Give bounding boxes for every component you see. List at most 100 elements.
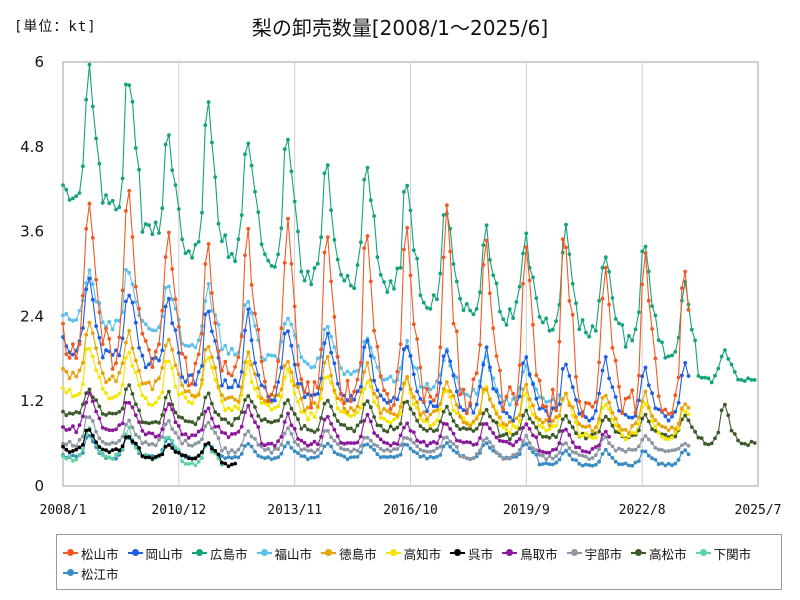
data-point <box>587 457 592 461</box>
data-point <box>110 327 115 332</box>
data-point <box>289 446 294 450</box>
data-point <box>61 441 65 446</box>
data-point <box>527 441 532 445</box>
data-point <box>137 408 142 413</box>
data-point <box>352 286 357 291</box>
data-point <box>259 441 264 446</box>
data-point <box>289 370 294 374</box>
data-point <box>534 425 539 430</box>
data-point <box>448 395 453 399</box>
data-point <box>147 431 151 435</box>
data-point <box>570 425 575 430</box>
data-point <box>388 420 393 425</box>
data-point <box>749 439 754 444</box>
data-point <box>180 432 185 437</box>
data-point <box>435 297 439 302</box>
data-point <box>372 447 376 452</box>
data-point <box>627 431 631 435</box>
data-point <box>683 413 688 418</box>
legend-item: 高松市 <box>631 543 687 563</box>
data-point <box>272 444 277 448</box>
data-point <box>127 350 132 355</box>
data-point <box>554 435 558 439</box>
y-tick-label: 0 <box>34 477 44 495</box>
data-point <box>478 290 482 295</box>
data-point <box>84 428 89 433</box>
data-point <box>388 443 393 448</box>
data-point <box>531 382 535 387</box>
data-point <box>90 331 95 336</box>
data-point <box>534 452 539 457</box>
data-point <box>454 279 459 284</box>
data-point <box>653 457 658 462</box>
data-point <box>481 362 486 367</box>
data-point <box>133 284 138 289</box>
data-point <box>292 449 297 454</box>
data-point <box>686 412 691 416</box>
data-point <box>524 382 529 387</box>
data-point <box>365 442 370 447</box>
data-point <box>302 454 307 459</box>
data-point <box>544 450 549 455</box>
data-point <box>296 443 300 447</box>
data-point <box>306 457 310 462</box>
data-point <box>87 62 92 67</box>
data-point <box>223 233 228 238</box>
data-point <box>627 415 631 420</box>
data-point <box>157 421 161 425</box>
data-point <box>378 455 383 460</box>
data-point <box>124 82 128 87</box>
data-point <box>229 423 234 428</box>
data-point <box>408 353 413 358</box>
data-point <box>368 419 373 424</box>
data-point <box>663 432 668 437</box>
data-point <box>94 440 98 445</box>
data-point <box>279 434 284 439</box>
data-point <box>438 345 443 350</box>
data-point <box>431 398 436 403</box>
data-point <box>514 425 519 430</box>
data-point <box>335 381 340 386</box>
data-point <box>246 442 251 446</box>
data-point <box>547 399 552 404</box>
data-point <box>236 384 241 389</box>
data-point <box>263 448 267 452</box>
data-point <box>352 429 357 434</box>
data-point <box>418 440 423 445</box>
data-point <box>153 379 158 383</box>
data-point <box>315 356 320 361</box>
data-point <box>531 450 535 455</box>
data-point <box>77 411 82 415</box>
data-point <box>673 427 678 432</box>
data-point <box>577 462 582 466</box>
data-point <box>435 428 439 432</box>
data-point <box>173 431 178 435</box>
data-point <box>713 436 717 441</box>
data-point <box>84 391 89 396</box>
data-point <box>272 265 277 269</box>
data-point <box>680 406 684 411</box>
data-point <box>253 372 257 376</box>
data-point <box>286 398 290 403</box>
data-point <box>223 417 228 422</box>
data-point <box>143 420 148 425</box>
data-point <box>345 441 350 445</box>
data-point <box>438 381 443 385</box>
data-point <box>382 448 386 453</box>
data-point <box>243 152 247 157</box>
data-point <box>342 401 347 405</box>
data-point <box>315 392 320 396</box>
data-point <box>663 449 668 454</box>
data-point <box>104 442 108 446</box>
data-point <box>213 175 218 180</box>
data-point <box>173 410 178 415</box>
data-point <box>418 448 423 452</box>
data-point <box>511 443 515 448</box>
data-point <box>673 448 678 452</box>
data-point <box>216 349 221 353</box>
data-point <box>557 457 562 462</box>
data-point <box>620 411 625 416</box>
data-point <box>388 424 393 429</box>
data-point <box>210 329 214 334</box>
data-point <box>385 392 390 396</box>
